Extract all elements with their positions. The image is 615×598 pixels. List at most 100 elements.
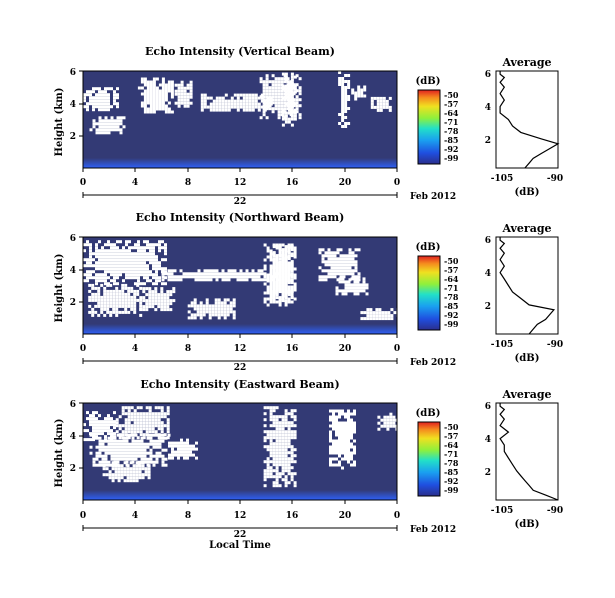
no-echo-cell xyxy=(251,105,255,109)
no-echo-cell xyxy=(117,479,121,483)
average-profile: Average 2 4 6 -105 -90 (dB) xyxy=(485,222,563,364)
no-echo-cell xyxy=(298,92,302,96)
no-echo-cell xyxy=(233,102,237,106)
no-echo-cell xyxy=(330,275,334,279)
no-echo-cell xyxy=(287,439,291,443)
no-echo-cell xyxy=(386,415,390,419)
no-echo-cell xyxy=(109,295,113,299)
no-echo-cell xyxy=(263,412,267,416)
no-echo-cell xyxy=(338,113,342,116)
no-echo-cell xyxy=(269,475,273,479)
no-echo-cell xyxy=(88,289,92,293)
no-echo-cell xyxy=(224,272,228,276)
no-echo-cell xyxy=(329,415,332,419)
no-echo-cell xyxy=(119,439,123,443)
no-echo-cell xyxy=(183,104,187,108)
no-echo-cell xyxy=(143,445,147,449)
no-echo-cell xyxy=(134,445,138,449)
x-ticks: 0 4 8 12 16 20 0 xyxy=(80,500,400,521)
no-echo-cell xyxy=(116,460,120,464)
no-echo-cell xyxy=(262,95,266,99)
no-echo-cell xyxy=(124,418,128,422)
no-echo-cell xyxy=(160,409,164,413)
no-echo-cell xyxy=(83,273,86,277)
no-echo-cell xyxy=(290,96,294,100)
y-tick-label: 4 xyxy=(485,103,491,113)
no-echo-cell xyxy=(353,421,356,425)
no-echo-cell xyxy=(344,89,348,92)
no-echo-cell xyxy=(126,467,130,471)
no-echo-cell xyxy=(95,423,98,427)
no-echo-cell xyxy=(167,83,171,87)
no-echo-cell xyxy=(105,473,109,477)
no-echo-cell xyxy=(290,84,294,88)
no-echo-cell xyxy=(284,454,288,458)
no-echo-cell xyxy=(275,463,279,467)
no-echo-cell xyxy=(146,101,150,105)
no-echo-cell xyxy=(149,460,153,464)
no-echo-cell xyxy=(158,83,162,87)
no-echo-cell xyxy=(83,249,86,253)
no-echo-cell xyxy=(359,286,363,290)
no-echo-cell xyxy=(104,273,107,277)
no-echo-cell xyxy=(95,273,98,277)
no-echo-cell xyxy=(290,448,294,452)
no-echo-cell xyxy=(146,246,149,250)
no-echo-cell xyxy=(386,427,390,431)
no-echo-cell xyxy=(278,484,282,488)
no-echo-cell xyxy=(199,304,203,308)
no-echo-cell xyxy=(94,295,98,299)
no-echo-cell xyxy=(333,275,337,279)
no-echo-cell xyxy=(383,415,387,419)
no-echo-cell xyxy=(137,243,140,247)
no-echo-cell xyxy=(251,278,255,282)
no-echo-cell xyxy=(233,105,237,109)
no-echo-cell xyxy=(101,439,105,443)
no-echo-cell xyxy=(149,451,153,455)
no-echo-cell xyxy=(251,99,255,103)
no-echo-cell xyxy=(107,448,111,452)
no-echo-cell xyxy=(286,77,290,81)
no-echo-cell xyxy=(245,269,249,273)
no-echo-cell xyxy=(206,105,210,109)
no-echo-cell xyxy=(353,451,356,455)
no-echo-cell xyxy=(161,80,165,84)
no-echo-cell xyxy=(278,439,282,443)
no-echo-cell xyxy=(293,267,297,271)
no-echo-cell xyxy=(121,430,125,434)
no-echo-cell xyxy=(350,463,353,467)
y-tick-label: 4 xyxy=(70,266,76,276)
no-echo-cell xyxy=(215,108,219,112)
no-echo-cell xyxy=(107,423,110,427)
no-echo-cell xyxy=(89,261,92,265)
no-echo-cell xyxy=(251,108,255,112)
no-echo-cell xyxy=(142,427,146,431)
no-echo-cell xyxy=(112,298,116,302)
no-echo-cell xyxy=(232,313,236,317)
no-echo-cell xyxy=(123,470,127,474)
no-echo-cell xyxy=(262,104,266,108)
no-echo-cell xyxy=(158,89,162,93)
no-echo-cell xyxy=(110,128,114,132)
colorbar-level: -64 xyxy=(444,108,459,118)
no-echo-cell xyxy=(266,291,270,295)
no-echo-cell xyxy=(149,89,153,93)
no-echo-cell xyxy=(266,475,270,479)
no-echo-cell xyxy=(91,295,95,299)
no-echo-cell xyxy=(161,101,165,105)
no-echo-cell xyxy=(281,114,285,118)
no-echo-cell xyxy=(275,281,279,285)
no-echo-cell xyxy=(274,77,278,81)
no-echo-cell xyxy=(342,257,346,261)
no-echo-cell xyxy=(123,461,127,465)
no-echo-cell xyxy=(155,445,159,449)
no-echo-cell xyxy=(347,409,350,413)
no-echo-cell xyxy=(110,457,114,461)
no-echo-cell xyxy=(131,261,134,265)
no-echo-cell xyxy=(269,300,273,304)
no-echo-cell xyxy=(344,110,348,113)
no-echo-cell xyxy=(269,294,273,298)
y-tick-label: 2 xyxy=(70,132,76,142)
no-echo-cell xyxy=(130,412,134,416)
no-echo-cell xyxy=(149,104,153,108)
